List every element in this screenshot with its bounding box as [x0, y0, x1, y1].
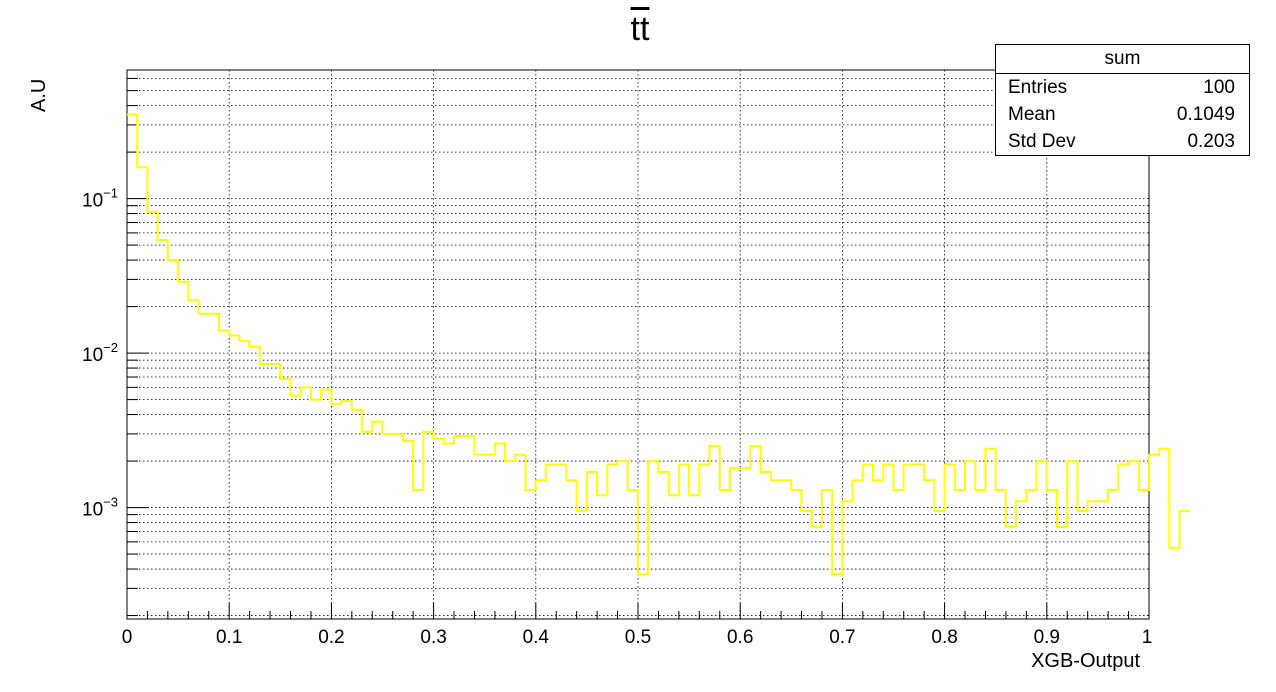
y-tick-label: 10−1 — [82, 186, 118, 212]
stats-value: 0.1049 — [1176, 104, 1235, 125]
stats-value: 100 — [1203, 77, 1235, 98]
stats-box-title: sum — [996, 45, 1249, 74]
stats-label: Entries — [1008, 77, 1068, 98]
chart-title-text: tt — [630, 10, 650, 48]
stats-row-entries: Entries 100 — [996, 74, 1249, 101]
x-tick-label: 0.3 — [420, 627, 446, 648]
y-axis-label: A.U — [28, 78, 50, 112]
chart-title: tt — [600, 10, 680, 49]
tick-labels: 0 0.1 0.2 0.3 0.4 0.5 0.6 0.7 0.8 0.9 1 10−1 10−2 10−… — [82, 186, 1152, 648]
axis-ticks — [126, 77, 1150, 619]
x-tick-label: 1 — [1142, 627, 1153, 648]
x-tick-label: 0.7 — [829, 627, 855, 648]
stats-label: Std Dev — [1008, 131, 1076, 152]
x-tick-label: 0 — [122, 627, 133, 648]
x-tick-label: 0.2 — [318, 627, 344, 648]
histogram-line — [127, 113, 1190, 576]
x-axis-label: XGB-Output — [1031, 650, 1140, 672]
y-tick-label: 10−3 — [82, 495, 118, 521]
x-tick-label: 0.9 — [1034, 627, 1060, 648]
x-tick-label: 0.1 — [216, 627, 242, 648]
x-tick-label: 0.8 — [931, 627, 957, 648]
stats-row-stddev: Std Dev 0.203 — [996, 128, 1249, 155]
stats-row-mean: Mean 0.1049 — [996, 101, 1249, 128]
stats-value: 0.203 — [1187, 131, 1235, 152]
y-tick-label: 10−2 — [82, 340, 118, 366]
x-tick-label: 0.4 — [523, 627, 550, 648]
x-tick-label: 0.6 — [727, 627, 753, 648]
stats-box: sum Entries 100 Mean 0.1049 Std Dev 0.20… — [995, 44, 1250, 156]
stats-label: Mean — [1008, 104, 1056, 125]
x-tick-label: 0.5 — [625, 627, 651, 648]
